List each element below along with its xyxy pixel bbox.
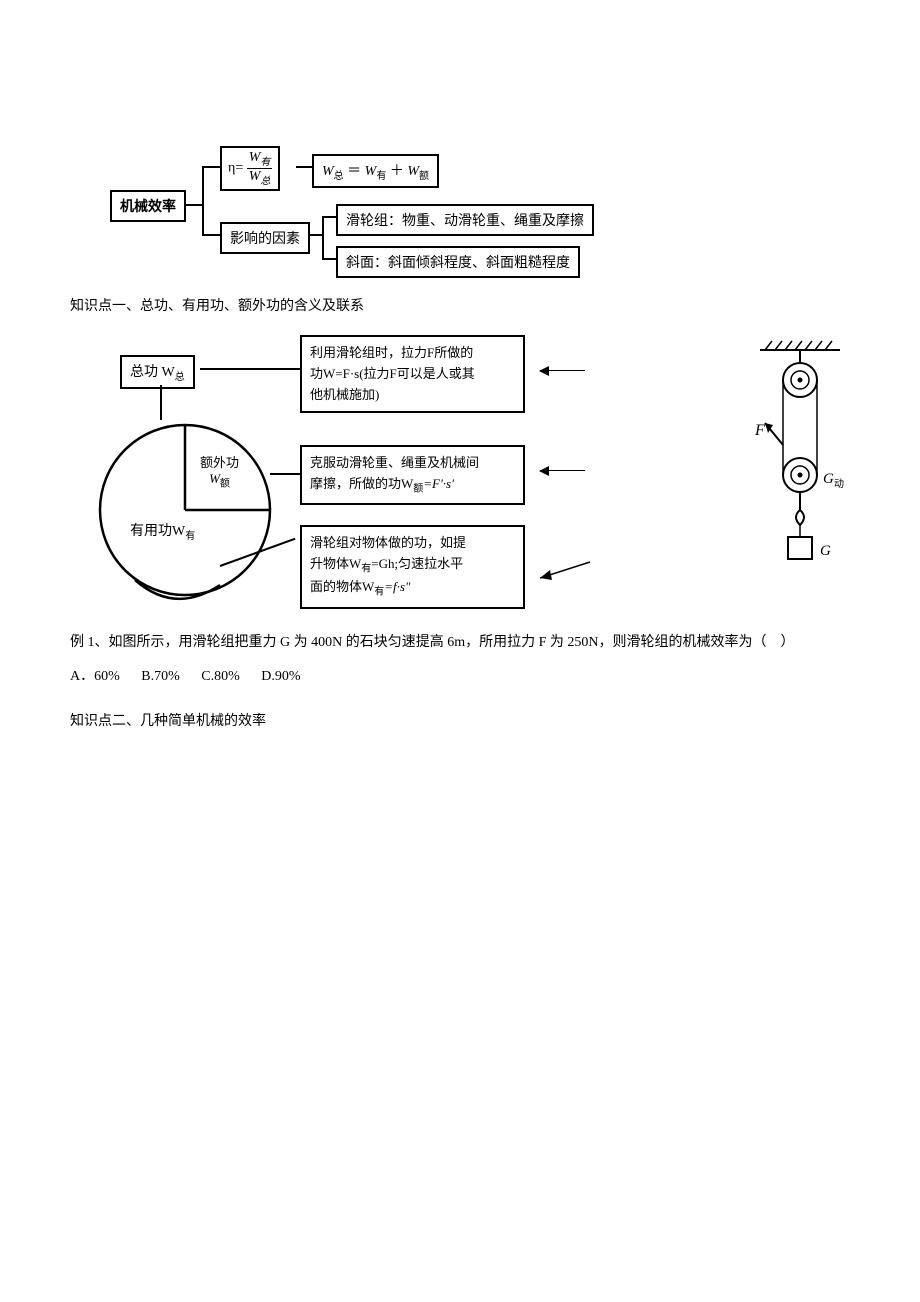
d2l2: 摩擦，所做的功W额=F'·s' [310,474,515,498]
zonggong-sub: 总 [175,372,185,383]
arrow-icon [540,470,585,471]
ewai-w: W [209,471,220,486]
desc-box-2: 克服动滑轮重、绳重及机械间 摩擦，所做的功W额=F'·s' [300,445,525,505]
d2l1: 克服动滑轮重、绳重及机械间 [310,453,515,474]
d2sub: 额 [413,483,423,494]
option-a: A．60% [70,669,120,684]
d3l3: 面的物体W有=f·s" [310,577,515,601]
w-zong: W [249,169,261,184]
d3s1: 有 [361,563,371,574]
option-c: C.80% [201,669,240,684]
sum-plus: ＋ [390,164,404,179]
factor1-box: 滑轮组：物重、动滑轮重、绳重及摩擦 [336,204,594,236]
example-1-options: A．60% B.70% C.80% D.90% [70,665,850,685]
sum-w3: W [407,164,419,179]
d3l2t: 升物体W [310,556,361,571]
ewai-text: 额外功 [200,455,239,470]
heading-2: 知识点二、几种简单机械的效率 [70,710,850,730]
sum-eq: ＝ [347,164,361,179]
weight-g-label: G [820,543,831,559]
sum-w2: W [365,164,377,179]
connector [202,166,220,168]
example-1-text: 例 1、如图所示，用滑轮组把重力 G 为 400N 的石块匀速提高 6m，所用拉… [70,630,850,657]
connector [184,204,202,206]
factor2-box: 斜面：斜面倾斜程度、斜面粗糙程度 [336,246,580,278]
factors-label-box: 影响的因素 [220,222,310,254]
d3l2: 升物体W有=Gh;匀速拉水平 [310,554,515,578]
desc-box-1: 利用滑轮组时，拉力F所做的 功W=F·s(拉力F可以是人或其 他机械施加) [300,335,525,413]
w-you: W [249,150,261,165]
force-f-label: F [754,422,765,439]
d3l3t: 面的物体W [310,579,374,594]
youyong-sub: 有 [185,531,195,542]
eq: = [235,161,243,176]
pulley-system-diagram: F G 动 G [720,335,850,600]
option-d: D.90% [261,669,300,684]
arrow-icon [540,560,595,585]
youyong-label: 有用功W有 [130,520,195,542]
sub3: 额 [419,171,429,182]
g-dong-sub: 动 [834,478,844,490]
work-circle-chart [90,415,280,605]
connector [202,234,220,236]
ewai-label: 额外功 W额 [200,455,239,490]
arrow-icon [540,370,585,371]
zonggong-box: 总功 W总 [120,355,195,389]
d1l2: 功W=F·s(拉力F可以是人或其 [310,364,515,385]
d3end: =f·s" [384,579,410,594]
connector [322,258,336,260]
root-box: 机械效率 [110,190,186,222]
g-dong-label: G [823,471,834,487]
sub2: 有 [376,171,386,182]
connector [200,368,300,370]
connector [322,216,336,218]
eta-formula-box: η= W有 W总 [220,146,280,191]
ewai-sub: 额 [220,478,230,489]
w-you-sub: 有 [260,157,270,168]
d3s2: 有 [374,587,384,598]
efficiency-tree-diagram: 机械效率 η= W有 W总 W总 ＝ W有 ＋ W额 影响的因素 滑轮组：物重、… [110,150,850,280]
sub1: 总 [334,171,344,182]
connector [296,166,312,168]
connector [308,234,322,236]
youyong-text: 有用功W [130,524,185,539]
connector [270,473,300,475]
d1l1: 利用滑轮组时，拉力F所做的 [310,343,515,364]
sum-w1: W [322,164,334,179]
connector [202,166,204,234]
d3mid: =Gh;匀速拉水平 [371,556,463,571]
desc-box-3: 滑轮组对物体做的功，如提 升物体W有=Gh;匀速拉水平 面的物体W有=f·s" [300,525,525,609]
connector [322,216,324,258]
d2l2t: 摩擦，所做的功W [310,476,413,491]
d1l2-text: 功W=F·s(拉力F可以是人或其 [310,366,475,381]
d2eq: =F'·s' [423,476,454,491]
w-zong-sub: 总 [260,176,270,187]
sum-formula-box: W总 ＝ W有 ＋ W额 [312,154,439,188]
zonggong-label: 总功 W [130,365,175,380]
work-concept-diagram: 总功 W总 额外功 W额 有用功W有 利用滑轮组时，拉力F所做的 功W=F·s(… [100,325,850,615]
heading-1: 知识点一、总功、有用功、额外功的含义及联系 [70,295,850,315]
d1l3: 他机械施加) [310,385,515,406]
d3l1: 滑轮组对物体做的功，如提 [310,533,515,554]
option-b: B.70% [141,669,180,684]
